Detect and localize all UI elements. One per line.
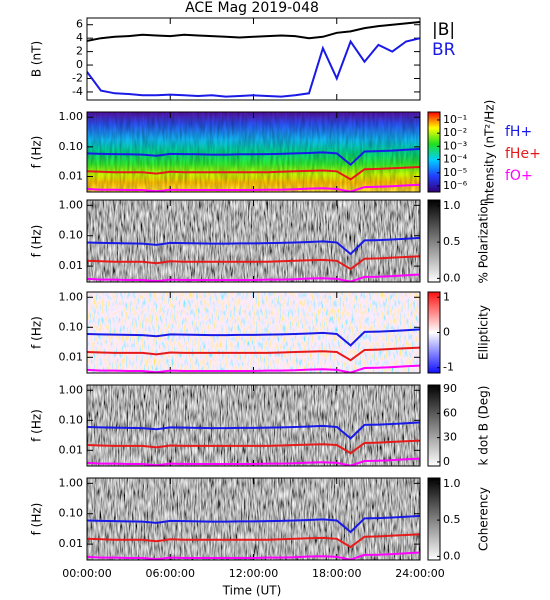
series-line: [87, 273, 420, 282]
colorbar-label: % Polarization: [477, 199, 491, 284]
plot-frame: [86, 384, 421, 467]
y-tick-label: 2: [76, 45, 83, 58]
legend-entry: fO+: [505, 168, 533, 184]
colorbar-label: Coherency: [477, 487, 491, 551]
colorbar: [427, 477, 441, 561]
plot-frame: [86, 477, 421, 561]
x-tick-label: 00:00:00: [62, 567, 111, 580]
series-line: [87, 166, 420, 181]
y-tick-label: 1.00: [59, 110, 84, 123]
colorbar-tick-label: 0.0: [443, 271, 461, 284]
colorbar: [427, 384, 441, 467]
series-line: [87, 328, 420, 347]
series-line: [87, 439, 420, 455]
y-tick-label: 4: [76, 31, 83, 44]
y-tick-label: 1.00: [59, 290, 84, 303]
series-line: [87, 551, 420, 560]
y-tick-label: -2: [72, 71, 83, 84]
series-line: [87, 21, 420, 42]
plot-frame: [86, 111, 421, 193]
y-tick-label: 0: [76, 58, 83, 71]
series-line: [87, 457, 420, 466]
colorbar-tick-label: 0.5: [443, 235, 461, 248]
colorbar-tick-label: 90: [443, 382, 457, 395]
y-tick-label: 0.01: [59, 170, 84, 183]
colorbar-label: k dot B (Deg): [477, 386, 491, 466]
colorbar-tick-label: 10⁻⁵: [443, 166, 467, 179]
x-tick-label: 24:00:00: [395, 567, 444, 580]
y-axis-label: f (Hz): [30, 136, 44, 169]
series-line: [87, 533, 420, 549]
chart-title: ACE Mag 2019-048: [185, 0, 319, 16]
series-line: [87, 346, 420, 362]
series-line: [87, 148, 420, 167]
y-tick-label: 0.01: [59, 350, 84, 363]
y-tick-label: 0.10: [59, 507, 84, 520]
y-tick-label: 1.00: [59, 476, 84, 489]
y-axis-label: f (Hz): [30, 316, 44, 349]
y-tick-label: 0.10: [59, 229, 84, 242]
x-tick-label: 18:00:00: [312, 567, 361, 580]
colorbar-tick-label: 10⁻⁴: [443, 153, 468, 166]
colorbar-tick-label: 0.0: [443, 549, 461, 562]
x-axis-label: Time (UT): [222, 584, 282, 598]
y-axis-label: f (Hz): [30, 225, 44, 258]
colorbar-tick-label: 0: [443, 326, 450, 339]
colorbar-tick-label: -1: [443, 361, 454, 374]
y-axis-label: f (Hz): [30, 503, 44, 536]
y-tick-label: 0.01: [59, 537, 84, 550]
colorbar: [427, 111, 441, 193]
series-line: [87, 255, 420, 271]
colorbar-tick-label: 0: [443, 455, 450, 468]
y-tick-label: -4: [72, 85, 83, 98]
colorbar-tick-label: 10⁻²: [443, 126, 467, 139]
y-tick-label: 0.10: [59, 413, 84, 426]
y-tick-label: 0.01: [59, 259, 84, 272]
legend-entry: fHe+: [505, 146, 541, 162]
y-tick-label: 1.00: [59, 198, 84, 211]
colorbar-tick-label: 30: [443, 431, 457, 444]
y-tick-label: 1.00: [59, 383, 84, 396]
x-tick-label: 06:00:00: [146, 567, 195, 580]
plot-frame: [86, 199, 421, 283]
y-tick-label: 0.10: [59, 140, 84, 153]
colorbar-tick-label: 10⁻³: [443, 139, 467, 152]
series-line: [87, 421, 420, 440]
x-tick-label: 12:00:00: [229, 567, 278, 580]
colorbar-label: Intensity (nT²/Hz): [483, 100, 497, 205]
series-line: [87, 183, 420, 192]
series-line: [87, 37, 420, 98]
colorbar-tick-label: 1.0: [443, 199, 461, 212]
series-line: [87, 514, 420, 534]
colorbar-label: Ellipticity: [477, 305, 491, 360]
plot-frame: [86, 17, 421, 101]
y-tick-label: 0.10: [59, 320, 84, 333]
legend-entry: BR: [432, 40, 456, 60]
colorbar-tick-label: 60: [443, 406, 457, 419]
y-axis-label: f (Hz): [30, 409, 44, 442]
colorbar-tick-label: 10⁻⁶: [443, 179, 468, 192]
y-tick-label: 0.01: [59, 443, 84, 456]
series-line: [87, 364, 420, 373]
legend-entry: fH+: [505, 124, 532, 140]
colorbar-tick-label: 0.5: [443, 513, 461, 526]
legend-entry: |B|: [432, 20, 455, 40]
colorbar-tick-label: 1: [443, 290, 450, 303]
colorbar: [427, 199, 441, 283]
y-tick-label: 6: [76, 18, 83, 31]
colorbar-tick-label: 1.0: [443, 477, 461, 490]
colorbar-tick-label: 10⁻¹: [443, 113, 467, 126]
plot-frame: [86, 291, 421, 374]
series-line: [87, 236, 420, 256]
y-axis-label: B (nT): [30, 41, 44, 77]
